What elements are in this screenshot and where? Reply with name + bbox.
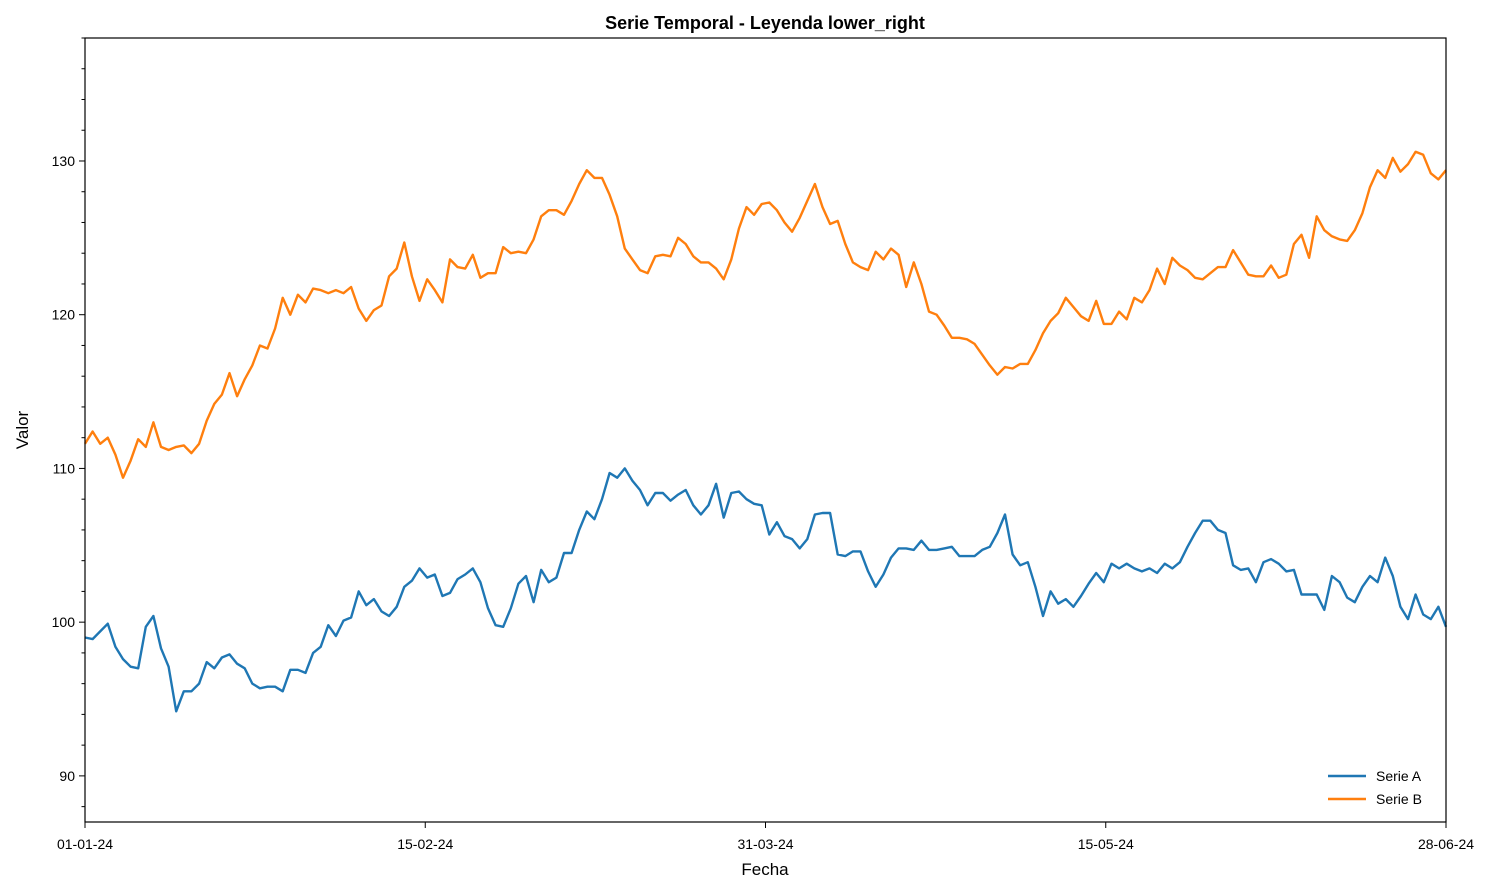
- series-line-2: [83, 150, 1447, 479]
- x-tick-label: 01-01-24: [57, 836, 113, 852]
- y-axis-ticks: 90 100 110 120 130: [52, 37, 85, 808]
- x-tick-label: 15-05-24: [1078, 836, 1134, 852]
- series-line-1: [84, 467, 1448, 713]
- x-tick-label: 15-02-24: [397, 836, 453, 852]
- x-tick-label: 28-06-24: [1418, 836, 1474, 852]
- y-tick-label: 110: [53, 460, 76, 476]
- chart-title: Serie Temporal - Leyenda lower_right: [605, 13, 925, 33]
- legend: Serie A Serie B: [1328, 768, 1422, 807]
- legend-label: Serie B: [1376, 791, 1422, 807]
- y-tick-label: 130: [52, 153, 76, 169]
- legend-label: Serie A: [1376, 768, 1422, 784]
- y-axis-title: Valor: [13, 410, 32, 449]
- series-layer: [83, 150, 1448, 713]
- x-axis-title: Fecha: [741, 860, 789, 879]
- y-tick-label: 100: [52, 614, 76, 630]
- x-axis-ticks: 01-01-24 15-02-24 31-03-24 15-05-24 28-06-24: [57, 822, 1474, 852]
- y-tick-label: 90: [59, 768, 75, 784]
- x-tick-label: 31-03-24: [737, 836, 793, 852]
- y-tick-label: 120: [52, 307, 76, 323]
- plot-frame: [84, 37, 1447, 823]
